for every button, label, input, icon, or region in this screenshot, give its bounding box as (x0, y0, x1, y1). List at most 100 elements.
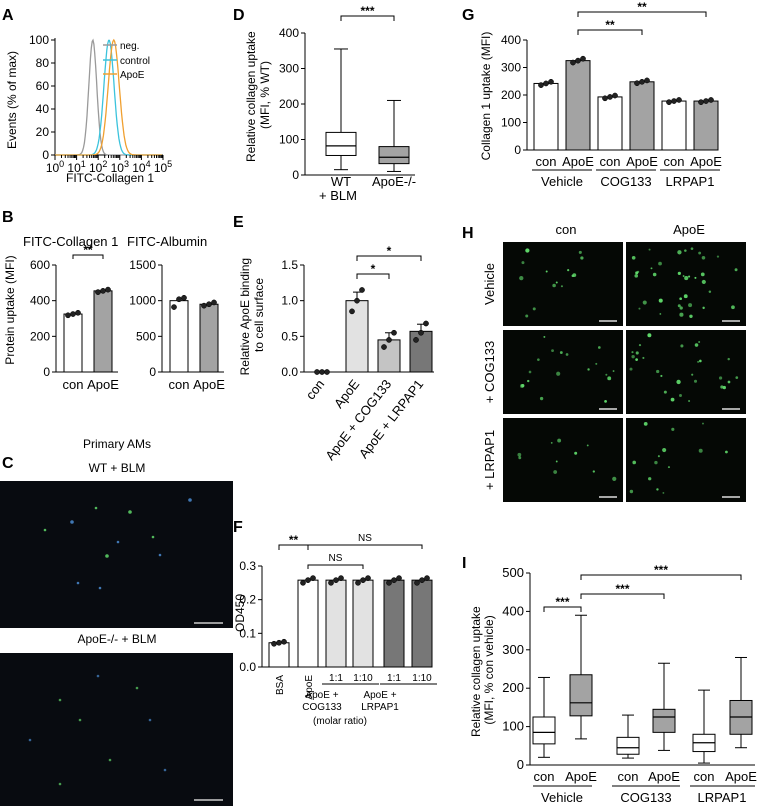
data-point (319, 369, 325, 375)
cell-signal (656, 369, 660, 374)
cell-signal (555, 460, 558, 463)
row-label: + COG133 (482, 341, 497, 404)
data-point (414, 579, 420, 586)
cell-signal (635, 358, 638, 361)
cell-signal (108, 758, 112, 762)
bar-5 (411, 579, 433, 668)
cell-signal (565, 353, 569, 356)
cell-signal (43, 528, 47, 532)
panel-a: A Events (% of max) FITC-Collagen 1 0 20 4… (2, 7, 172, 185)
legend-label-apoe: ApoE (120, 70, 145, 81)
cell-signal (660, 374, 663, 378)
data-point (211, 299, 217, 306)
panel-label-b: B (2, 209, 14, 226)
cell-signal (135, 686, 139, 690)
cell-signal (693, 379, 698, 383)
significance-label: * (387, 244, 392, 258)
micrograph-wt (0, 481, 233, 628)
cell-signal (688, 275, 691, 278)
data-point (424, 575, 430, 581)
cell-signal (629, 489, 634, 494)
cell-signal (643, 422, 648, 426)
data-point (602, 95, 608, 102)
axis-label-y: Protein uptake (MFI) (3, 255, 17, 364)
cell-signal (70, 520, 74, 524)
micrograph-lrpap1-con (503, 418, 623, 502)
significance-bracket (307, 544, 423, 549)
cell-signal (76, 581, 80, 585)
cell-signal (574, 451, 578, 455)
x-tick-label: con (536, 154, 557, 169)
significance-bracket (72, 254, 104, 259)
y-tick-label: 100 (501, 116, 521, 130)
panel-d: D Relative collagen uptake (MFI, % WT) 0… (233, 4, 416, 203)
x-tick-label: ApoE (648, 769, 680, 784)
x-tick-label: ApoE (304, 675, 315, 700)
cell-signal (725, 450, 728, 454)
significance-bracket (580, 574, 742, 580)
y-tick-label: 0 (43, 365, 50, 379)
group-label: Vehicle (541, 790, 583, 805)
y-tick-label: 400 (279, 26, 299, 40)
data-point (75, 309, 81, 316)
bar-4 (383, 579, 405, 668)
y-tick-label: 100 (502, 719, 524, 734)
row-label: Vehicle (482, 263, 497, 305)
x-tick-label: 1:1 (387, 673, 401, 684)
x-tick-label: con (618, 769, 639, 784)
cell-signal (677, 271, 681, 276)
panel-f: F OD450 0.0 0.1 0.2 0.3 BSA ApoE 1:1 1:10 1:1 1:1… (233, 519, 437, 727)
data-point (386, 579, 392, 586)
cell-signal (702, 422, 704, 425)
data-point (396, 575, 402, 581)
data-point (360, 577, 366, 583)
y-tick-label: 80 (36, 56, 50, 70)
data-point (281, 638, 287, 645)
cell-signal (556, 371, 561, 376)
cell-signal (694, 343, 699, 347)
cell-signal (694, 276, 697, 279)
cell-signal (657, 455, 660, 458)
data-point (65, 312, 71, 319)
bar-3 (409, 330, 433, 373)
cell-signal (671, 427, 675, 431)
cell-signal (635, 351, 639, 355)
panel-label-g: G (462, 7, 474, 24)
panel-e: E Relative ApoE binding to cell surface … (233, 214, 434, 463)
cell-signal (163, 768, 167, 772)
significance-bracket (577, 29, 643, 35)
cell-signal (553, 470, 558, 474)
axis-label-y: Collagen 1 uptake (MFI) (479, 32, 493, 161)
cell-signal (642, 300, 647, 305)
cell-signal (667, 466, 670, 469)
subchart-title-albumin: FITC-Albumin (127, 234, 207, 249)
y-tick-label: 0.3 (239, 559, 256, 573)
cell-signal (521, 384, 525, 388)
x-tick-label: ApoE (690, 154, 722, 169)
panel-label-d: D (233, 7, 245, 24)
data-point (676, 97, 682, 103)
bar-apoe (93, 290, 113, 373)
data-point (171, 304, 177, 310)
x-tick-label: ApoE (193, 377, 225, 392)
axis-label-x: FITC-Collagen 1 (66, 171, 154, 185)
significance-label: ** (605, 18, 615, 32)
cell-signal (586, 444, 589, 447)
significance-bracket (580, 593, 665, 599)
cell-signal (607, 376, 612, 381)
cell-signal (662, 447, 667, 453)
cell-signal (638, 307, 641, 310)
significance-label: NS (329, 553, 343, 564)
cell-signal (604, 399, 607, 403)
cell-signal (701, 256, 706, 260)
box-wt (325, 131, 357, 156)
subchart-title-collagen: FITC-Collagen 1 (23, 234, 118, 249)
cell-signal (688, 303, 693, 308)
cell-signal (532, 307, 536, 311)
y-tick-label: 200 (502, 680, 524, 695)
cell-signal (689, 314, 693, 319)
data-point (543, 80, 549, 87)
cell-signal (658, 261, 662, 266)
y-tick-label: 0.1 (239, 626, 256, 640)
data-point (338, 575, 344, 581)
